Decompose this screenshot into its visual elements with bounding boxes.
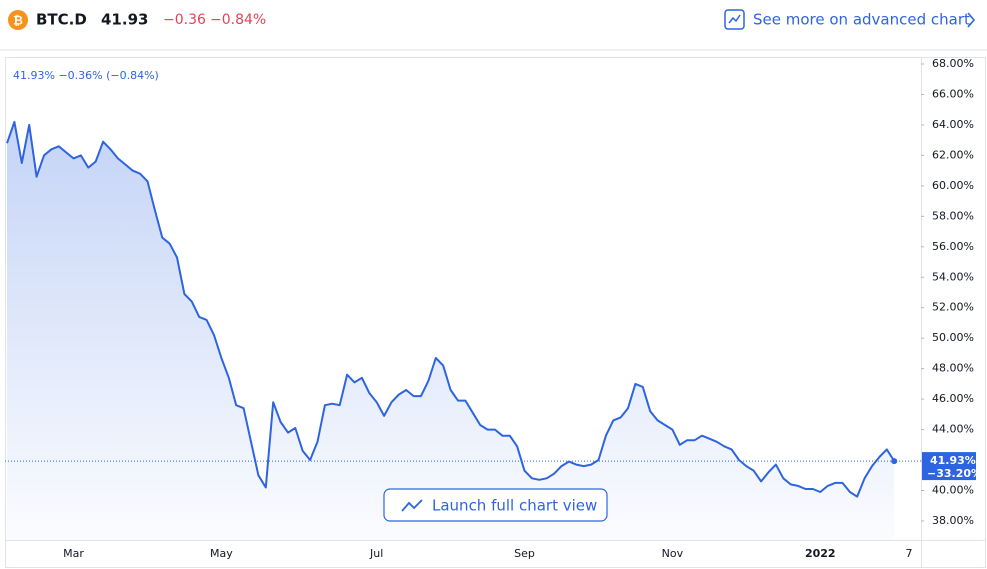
y-tick-label: 60.00%	[932, 179, 974, 192]
change-pct: −0.84%	[210, 12, 266, 28]
symbol: BTC.D	[36, 11, 87, 29]
y-tick-label: 46.00%	[932, 392, 974, 405]
button-box	[383, 488, 608, 522]
price-badge-label: 41.93%	[930, 454, 976, 467]
x-tick-label: Mar	[63, 547, 84, 560]
link-chevron	[967, 12, 976, 28]
x-tick-label: 2022	[805, 547, 836, 560]
y-tick-label: 38.00%	[932, 514, 974, 527]
link-icon-line	[728, 14, 741, 24]
x-tick-label: Sep	[514, 547, 535, 560]
price-line	[6, 120, 896, 498]
link-text[interactable]: See more on advanced chart	[753, 11, 970, 29]
link-icon	[724, 9, 745, 30]
button-text[interactable]: Launch full chart view	[432, 497, 597, 515]
x-tick-label: May	[210, 547, 233, 560]
y-tick-label: 64.00%	[932, 118, 974, 131]
advanced-link[interactable]: See more on advanced chart	[724, 9, 976, 30]
legend: 41.93% −0.36% (−0.84%)	[13, 69, 159, 82]
pane-frame	[5, 57, 986, 568]
y-tick-label: 48.00%	[932, 362, 974, 375]
y-tick-label: 50.00%	[932, 331, 974, 344]
x-tick-label: Jul	[369, 547, 383, 560]
y-tick-label: 40.00%	[932, 483, 974, 496]
button-icon	[401, 499, 423, 512]
y-tick-label: 54.00%	[932, 270, 974, 283]
price: 41.93	[101, 11, 148, 29]
price-badge	[922, 452, 976, 481]
coin-glyph: ₿	[13, 14, 23, 28]
y-tick-label: 52.00%	[932, 301, 974, 314]
y-tick-label: 62.00%	[932, 148, 974, 161]
y-tick-label: 58.00%	[932, 209, 974, 222]
launch-button[interactable]: Launch full chart view	[383, 488, 608, 522]
y-tick-label: 44.00%	[932, 423, 974, 436]
y-tick-label: 68.00%	[932, 57, 974, 70]
y-tick-label: 56.00%	[932, 240, 974, 253]
change: −0.36	[163, 12, 206, 28]
y-tick-label: 66.00%	[932, 87, 974, 100]
period-change: −33.20%	[927, 467, 982, 480]
last-point	[891, 458, 898, 465]
area	[7, 121, 895, 541]
x-tick-label: 7	[906, 547, 913, 560]
coin-icon	[8, 10, 28, 30]
x-tick-label: Nov	[662, 547, 684, 560]
